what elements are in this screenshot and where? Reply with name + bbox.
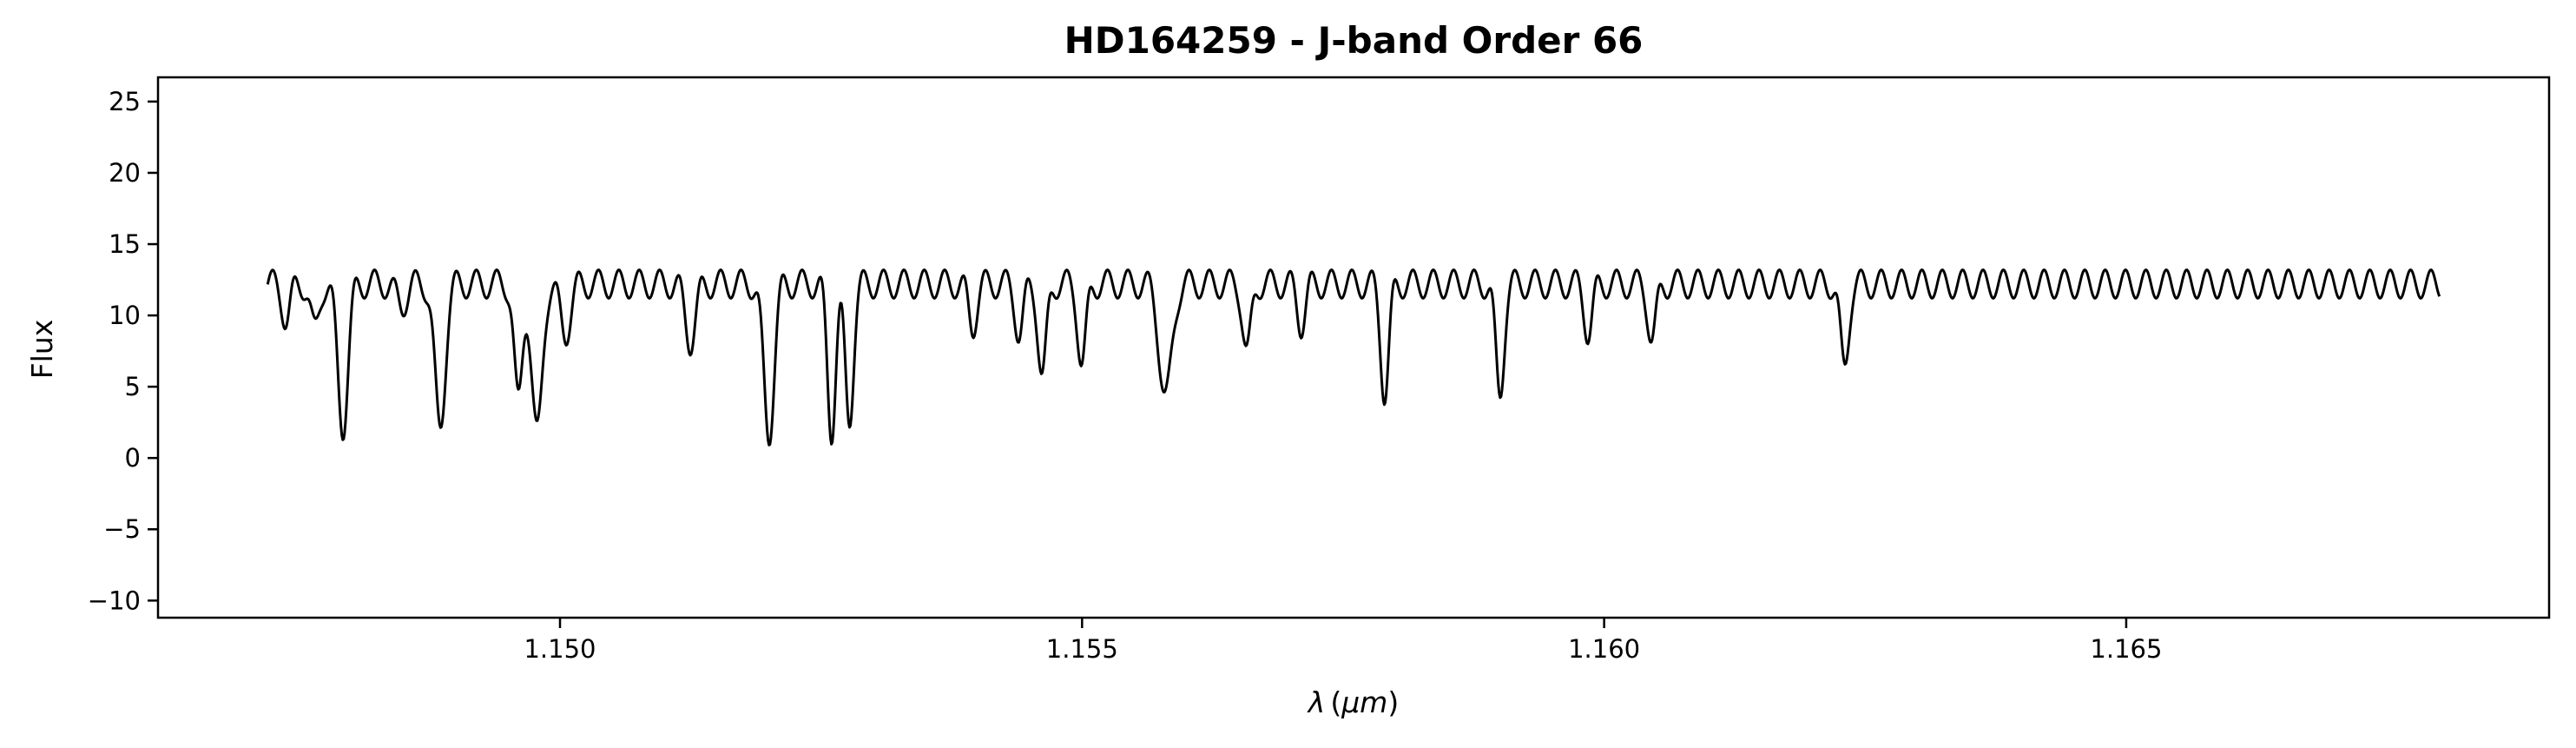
x-axis-symbol: λ: [1307, 685, 1326, 719]
x-axis-ticks: 1.150 1.155 1.160 1.165: [524, 618, 2162, 664]
plot-frame: [156, 76, 2551, 619]
spectrum-line: [266, 268, 2441, 447]
x-tick-label: 1.155: [1046, 634, 1118, 664]
chart-title: HD164259 - J-band Order 66: [1064, 19, 1644, 62]
y-tick-label: 10: [109, 301, 141, 330]
x-tick-label: 1.165: [2090, 634, 2162, 664]
x-tick-label: 1.160: [1568, 634, 1640, 664]
plot-area: [156, 76, 2551, 619]
y-tick-label: 20: [109, 158, 141, 188]
y-tick-label: 0: [125, 443, 141, 473]
y-tick-label: 15: [109, 229, 141, 259]
y-tick-label: 5: [125, 372, 141, 401]
y-tick-label: 25: [109, 87, 141, 116]
y-axis-ticks: 25 20 15 10 5 0 −5 −10: [88, 87, 158, 615]
x-tick-label: 1.150: [524, 634, 596, 664]
x-axis-label: λ (μm): [1307, 685, 1399, 719]
y-axis-label: Flux: [25, 320, 59, 380]
y-tick-label: −10: [88, 586, 141, 615]
y-tick-label: −5: [103, 514, 141, 544]
x-axis-unit: μm: [1341, 685, 1387, 719]
